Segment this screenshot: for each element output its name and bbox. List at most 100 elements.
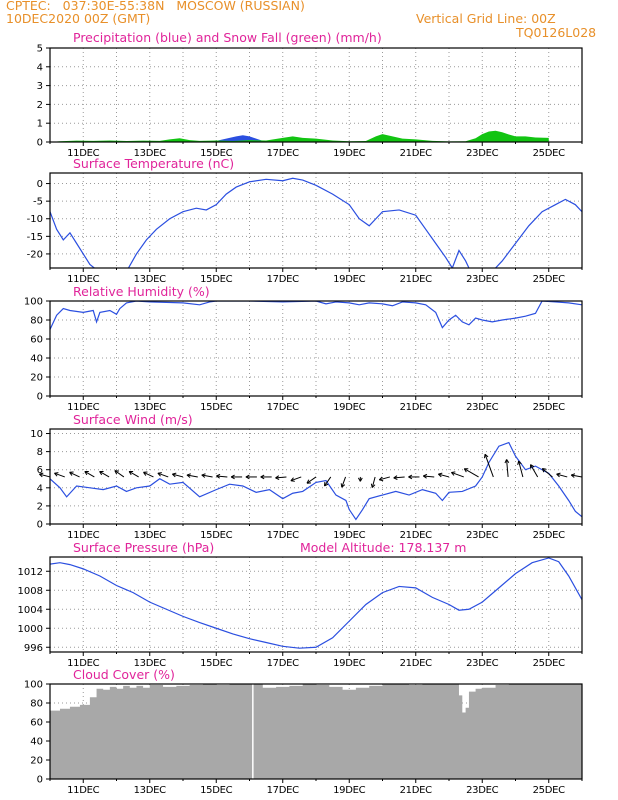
x-tick-label: 23DEC [466,785,499,796]
x-tick-label: 19DEC [333,785,366,796]
wind-arrow [172,472,184,478]
x-tick-label: 13DEC [134,274,167,285]
x-tick-label: 15DEC [200,785,233,796]
x-tick-label: 19DEC [333,402,366,413]
panel-frame [49,172,583,269]
wind-arrow [393,475,405,480]
series-line [50,441,582,521]
x-tick-label: 23DEC [466,148,499,159]
y-tick-label: -5 [33,197,43,208]
wind-arrow [39,472,51,478]
x-tick-label: 17DEC [267,148,300,159]
wind-arrow [54,472,65,478]
wind-arrow [157,472,169,478]
x-tick-label: 25DEC [533,658,566,669]
header-location: CPTEC: 037:30E-55:38N MOSCOW (RUSSIAN) [6,0,305,13]
y-tick-label: 80 [30,316,43,327]
y-tick-label: 100 [24,680,43,691]
plot-area [50,684,582,779]
x-tick-label: 21DEC [400,148,433,159]
x-tick-label: 19DEC [333,658,366,669]
x-tick-label: 13DEC [134,148,167,159]
x-tick-label: 13DEC [134,530,167,541]
y-tick-label: 60 [30,335,43,346]
x-tick-label: 21DEC [400,402,433,413]
series-line [50,301,582,330]
y-tick-label: 100 [24,297,43,308]
wind-arrow [290,476,302,482]
wind-arrow [186,473,198,478]
x-tick-label: 17DEC [267,274,300,285]
panel-6: 0 20 40 60 80 100 11DEC 13DEC 15DEC 17DEC 19DEC 21D… [24,667,583,796]
y-tick-label: 4 [37,483,43,494]
y-tick-label: 2 [37,501,43,512]
x-tick-label: 15DEC [200,402,233,413]
wind-arrow [143,471,154,478]
x-tick-label: 15DEC [200,530,233,541]
wind-arrow [541,467,553,478]
panel-frame [49,683,583,780]
panel-title: Relative Humidity (%) [73,284,210,299]
plot-area [50,177,582,268]
panel-frame [49,300,583,397]
wind-arrow [114,470,125,478]
cloud-cover-bars [50,684,582,779]
wind-arrow [216,473,228,479]
y-tick-label: 0 [37,392,43,403]
x-tick-label: 23DEC [466,658,499,669]
x-tick-label: 17DEC [267,658,300,669]
y-tick-label: 0 [37,179,43,190]
x-tick-label: 15DEC [200,148,233,159]
x-tick-label: 23DEC [466,402,499,413]
y-tick-label: 1008 [18,586,43,597]
series-line [50,177,582,268]
x-tick-label: 11DEC [67,148,100,159]
wind-arrow [517,460,524,478]
x-tick-label: 21DEC [400,530,433,541]
y-tick-label: 20 [30,373,43,384]
plot-area [50,130,549,142]
x-tick-label: 19DEC [333,530,366,541]
wind-arrow [530,464,539,478]
plot-area [50,557,582,649]
x-tick-label: 21DEC [400,785,433,796]
x-tick-label: 15DEC [200,274,233,285]
header-datetime: 10DEC2020 00Z (GMT) [6,11,151,26]
x-tick-label: 15DEC [200,658,233,669]
y-tick-label: 0 [37,138,43,149]
x-tick-label: 17DEC [267,530,300,541]
panel-4: 0 2 4 6 8 10 11DEC 13DEC 15DEC 17DEC 19DEC 21DEC 23D… [30,412,583,541]
x-tick-label: 11DEC [67,530,100,541]
panel-title: Surface Temperature (nC) [73,156,234,171]
y-tick-label: 8 [37,447,43,458]
y-tick-label: 40 [30,737,43,748]
x-tick-label: 11DEC [67,658,100,669]
y-tick-label: 80 [30,699,43,710]
panel-1: 0 1 2 3 4 5 11DEC 13DEC 15DEC 17DEC 19DEC 21DEC 23DE… [37,30,583,159]
x-tick-label: 25DEC [533,402,566,413]
y-tick-label: 2 [37,100,43,111]
wind-arrow [408,474,420,480]
y-tick-label: 40 [30,354,43,365]
x-tick-label: 23DEC [466,530,499,541]
x-tick-label: 25DEC [533,530,566,541]
wind-arrow [323,476,332,487]
y-tick-label: 1012 [18,567,43,578]
wind-arrow [378,476,391,482]
x-tick-label: 17DEC [267,785,300,796]
panel-title: Surface Wind (m/s) [73,412,193,427]
panel-annotation: Model Altitude: 178.137 m [300,540,466,555]
y-tick-label: 1 [37,119,43,130]
wind-arrow [556,472,568,478]
wind-arrow [483,453,494,478]
wind-arrow [69,471,80,478]
x-tick-label: 23DEC [466,274,499,285]
y-tick-label: 4 [37,62,43,73]
panel-frame [49,556,583,653]
x-tick-label: 25DEC [533,274,566,285]
wind-arrow [370,476,376,488]
y-tick-label: -20 [27,249,43,260]
y-tick-label: 1000 [18,624,43,635]
x-tick-label: 17DEC [267,402,300,413]
